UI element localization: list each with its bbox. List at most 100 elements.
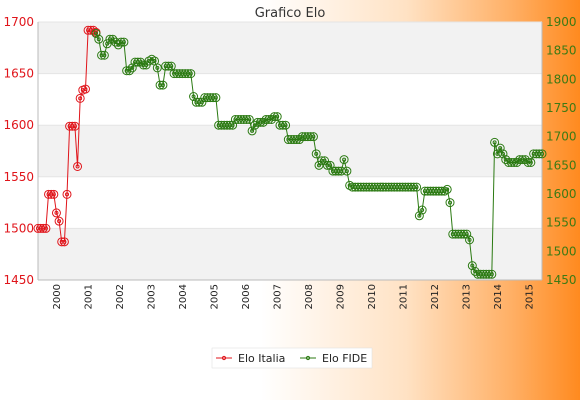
data-point-core-elo-fide xyxy=(523,157,528,162)
y-tick-right: 1850 xyxy=(546,44,577,58)
legend-label-elo-fide: Elo FIDE xyxy=(322,352,367,365)
data-point-core-elo-fide xyxy=(342,157,347,162)
data-point-core-elo-fide xyxy=(152,58,157,63)
data-point-elo-fide xyxy=(439,186,449,196)
data-point-core-elo-italia xyxy=(75,164,80,169)
data-point-core-elo-fide xyxy=(540,151,544,156)
data-point-elo-fide xyxy=(136,57,146,67)
grid-band xyxy=(38,125,542,177)
y-axis-left: 1450 1500 1550 1600 1650 1700 xyxy=(3,15,34,287)
chart-legend: Elo Italia Elo FIDE xyxy=(211,347,373,369)
data-point-core-elo-fide xyxy=(314,151,319,156)
data-point-core-elo-fide xyxy=(250,128,255,133)
data-point-core-elo-fide xyxy=(160,83,165,88)
data-point-elo-fide xyxy=(108,34,118,44)
data-point-elo-fide xyxy=(339,155,349,165)
data-point-elo-fide xyxy=(537,149,547,159)
data-point-elo-fide xyxy=(320,156,330,166)
grid-lines xyxy=(37,21,543,281)
data-point-elo-fide xyxy=(186,69,196,79)
data-point-core-elo-fide xyxy=(344,169,349,174)
data-point-elo-fide xyxy=(211,93,221,103)
data-point-elo-italia xyxy=(70,121,80,131)
data-point-core-elo-italia xyxy=(78,96,83,101)
y-tick-right: 1500 xyxy=(546,244,577,258)
data-point-elo-fide xyxy=(501,155,511,165)
data-point-elo-fide xyxy=(414,211,424,221)
data-point-core-elo-fide xyxy=(297,137,302,142)
data-point-core-elo-fide xyxy=(96,37,101,42)
data-point-elo-fide xyxy=(526,157,536,167)
data-point-core-elo-italia xyxy=(72,124,77,129)
y-tick-left: 1700 xyxy=(3,15,34,29)
data-point-core-elo-fide xyxy=(467,237,472,242)
data-point-core-elo-fide xyxy=(489,272,494,277)
data-point-core-elo-fide xyxy=(492,140,497,145)
y-tick-right: 1550 xyxy=(546,216,577,230)
data-point-core-elo-fide xyxy=(130,65,135,70)
data-point-elo-fide xyxy=(462,229,472,239)
x-tick-label: 2009 xyxy=(335,284,346,309)
data-point-elo-italia xyxy=(54,216,64,226)
data-point-core-elo-fide xyxy=(269,117,274,122)
data-point-elo-fide xyxy=(244,114,254,124)
x-axis: 2000 2001 2002 2003 2004 2005 2006 2007 2008 2009… xyxy=(52,284,535,309)
data-point-core-elo-fide xyxy=(328,163,333,168)
x-tick-label: 2007 xyxy=(272,284,283,309)
data-point-elo-fide xyxy=(91,28,101,38)
data-point-elo-fide xyxy=(272,112,282,122)
y-tick-right: 1650 xyxy=(546,158,577,172)
data-point-core-elo-fide xyxy=(127,68,132,73)
data-point-elo-fide xyxy=(487,269,497,279)
data-point-core-elo-fide xyxy=(191,94,196,99)
grid-band xyxy=(38,22,542,74)
x-tick-label: 2005 xyxy=(209,284,220,309)
data-point-elo-fide xyxy=(124,66,134,76)
data-point-core-elo-fide xyxy=(102,53,107,58)
data-point-elo-fide xyxy=(250,120,260,130)
data-point-elo-fide xyxy=(228,120,238,130)
legend-label-elo-italia: Elo Italia xyxy=(238,352,285,365)
data-point-elo-fide xyxy=(99,50,109,60)
x-tick-label: 2015 xyxy=(524,284,535,309)
data-point-elo-fide xyxy=(147,54,157,64)
data-point-elo-italia xyxy=(75,93,85,103)
data-point-core-elo-fide xyxy=(283,123,288,128)
data-point-core-elo-fide xyxy=(94,31,98,36)
data-point-elo-fide xyxy=(417,205,427,215)
data-point-core-elo-fide xyxy=(311,134,316,139)
y-tick-right: 1750 xyxy=(546,101,577,115)
data-point-elo-italia xyxy=(49,189,59,199)
data-point-core-elo-italia xyxy=(65,192,69,197)
data-point-elo-italia xyxy=(80,84,90,94)
data-point-elo-fide xyxy=(94,34,104,44)
data-point-elo-fide xyxy=(470,266,480,276)
data-point-elo-fide xyxy=(467,261,477,271)
data-point-elo-fide xyxy=(247,126,257,136)
data-point-elo-fide xyxy=(520,155,530,165)
data-point-core-elo-fide xyxy=(473,269,478,274)
data-point-core-elo-fide xyxy=(528,160,533,165)
data-point-elo-fide xyxy=(325,160,335,170)
data-point-elo-fide xyxy=(152,63,162,73)
data-point-elo-fide xyxy=(267,114,277,124)
y-tick-right: 1450 xyxy=(546,273,577,287)
data-point-core-elo-fide xyxy=(470,263,475,268)
data-point-elo-fide xyxy=(442,184,452,194)
x-tick-label: 2002 xyxy=(115,284,126,309)
data-point-elo-fide xyxy=(311,149,321,159)
chart-title: Grafico Elo xyxy=(255,6,326,21)
data-point-elo-fide xyxy=(127,63,137,73)
legend-marker-elo-italia xyxy=(216,355,232,361)
data-point-elo-italia xyxy=(73,161,83,171)
legend-marker-elo-fide xyxy=(300,355,316,361)
data-point-core-elo-fide xyxy=(121,40,126,45)
data-point-core-elo-fide xyxy=(230,123,235,128)
plot-background xyxy=(38,22,542,280)
x-tick-label: 2011 xyxy=(398,284,409,309)
data-point-elo-fide xyxy=(342,166,352,176)
y-tick-left: 1500 xyxy=(3,221,34,235)
data-point-elo-fide xyxy=(281,120,291,130)
